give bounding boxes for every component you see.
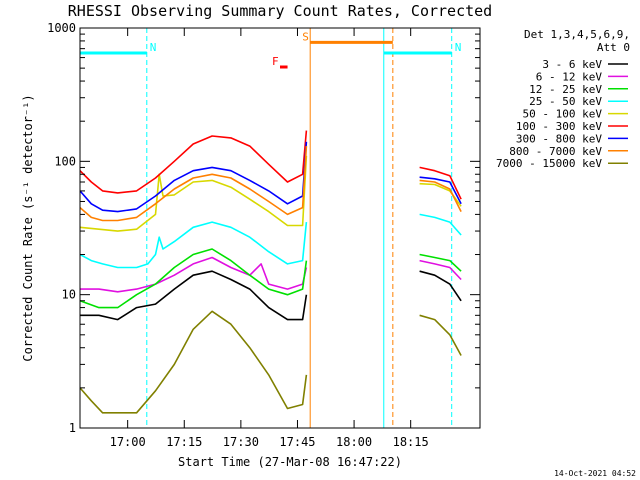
annotation-label-0: N [150,41,157,54]
annotation-label-1: N [455,41,462,54]
series-line-8-seg2 [419,314,462,356]
y-tick-label-2: 100 [54,154,76,168]
x-tick-label-0: 17:00 [110,435,146,449]
chart-title: RHESSI Observing Summary Count Rates, Co… [68,2,492,20]
series-line-1-seg2 [419,259,462,281]
legend-label-2: 12 - 25 keV [529,83,602,96]
legend-label-1: 6 - 12 keV [536,70,603,83]
legend-label-5: 100 - 300 keV [516,120,602,133]
series-line-2-seg1 [79,248,308,309]
legend-label-3: 25 - 50 keV [529,95,602,108]
series-line-0-seg1 [80,270,308,321]
series-line-6-seg1 [79,141,308,213]
x-tick-label-4: 18:00 [336,435,372,449]
legend-header-line-2: Att 0 [597,41,630,54]
series-line-5-seg1 [79,130,308,194]
y-tick-label-1: 10 [62,288,76,302]
plot-marks: N N S F [79,28,462,428]
legend-label-7: 800 - 7000 keV [509,145,602,158]
series-line-0-seg2 [419,270,462,302]
y-axis-label: Corrected Count Rate (s⁻¹ detector⁻¹) [21,94,35,361]
series-line-8-seg1 [79,310,308,414]
x-tick-label-1: 17:15 [166,435,202,449]
annotation-label-2: S [302,30,309,43]
x-tick-label-2: 17:30 [223,435,259,449]
legend-label-6: 300 - 800 keV [516,132,602,145]
y-tick-label-3: 1000 [47,21,76,35]
plot-frame [79,27,481,429]
series-line-3-seg2 [419,213,462,236]
series-line-2-seg2 [419,253,462,272]
legend-label-0: 3 - 6 keV [542,58,602,71]
x-tick-label-5: 18:15 [393,435,429,449]
series-line-4-seg1 [79,155,308,232]
legend-label-4: 50 - 100 keV [523,108,603,121]
series-line-6-seg2 [419,176,462,205]
series-line-1-seg1 [80,256,308,293]
y-tick-label-0: 1 [69,421,76,435]
x-tick-label-3: 17:45 [279,435,315,449]
series-line-7-seg2 [419,179,462,212]
series-line-7-seg1 [79,146,308,222]
annotation-label-3: F [272,55,279,68]
legend-label-8: 7000 - 15000 keV [496,157,602,170]
series-line-5-seg2 [419,166,462,200]
x-axis-label: Start Time (27-Mar-08 16:47:22) [178,455,402,469]
series-line-3-seg1 [79,221,308,269]
axis-ticks: 17:00 17:15 17:30 17:45 18:00 18:15 1 10 100 1000 [47,21,480,449]
footer-date: 14-Oct-2021 04:52 [554,469,636,478]
legend-header-line-1: Det 1,3,4,5,6,9, [524,28,630,41]
